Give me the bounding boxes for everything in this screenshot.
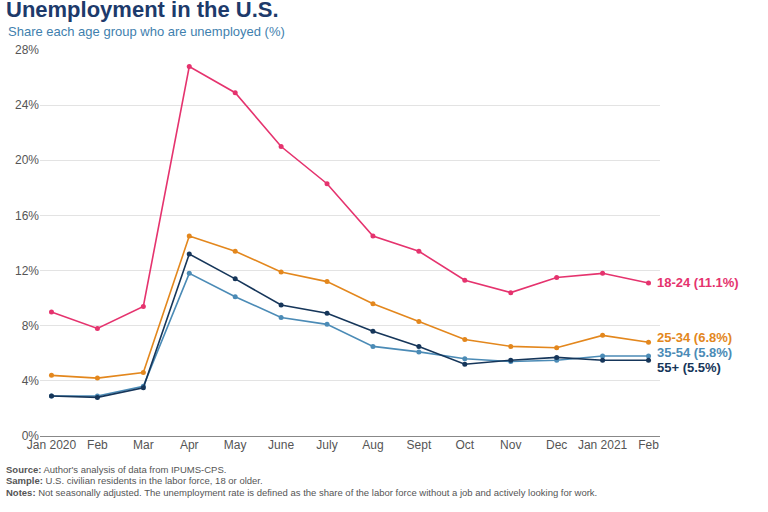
svg-text:8%: 8%: [22, 319, 40, 333]
svg-text:20%: 20%: [15, 153, 39, 167]
svg-text:Aug: Aug: [362, 438, 383, 452]
svg-text:Nov: Nov: [500, 438, 521, 452]
svg-text:Unemployment in the U.S.: Unemployment in the U.S.: [6, 0, 279, 22]
svg-text:Source: Author's analysis of d: Source: Author's analysis of data from I…: [6, 464, 226, 475]
svg-text:55+ (5.5%): 55+ (5.5%): [657, 360, 721, 375]
svg-text:Feb: Feb: [87, 438, 108, 452]
svg-text:May: May: [224, 438, 247, 452]
svg-text:4%: 4%: [22, 374, 40, 388]
svg-text:35-54 (5.8%): 35-54 (5.8%): [657, 345, 732, 360]
svg-text:18-24 (11.1%): 18-24 (11.1%): [657, 275, 739, 290]
svg-text:Notes: Not seasonally adjusted: Notes: Not seasonally adjusted. The unem…: [6, 487, 597, 498]
svg-text:25-34 (6.8%): 25-34 (6.8%): [657, 330, 732, 345]
svg-text:16%: 16%: [15, 209, 39, 223]
svg-text:Sample: U.S. civilian resident: Sample: U.S. civilian residents in the l…: [6, 475, 263, 486]
svg-text:Share each age group who are u: Share each age group who are unemployed …: [8, 24, 285, 39]
svg-text:Dec: Dec: [546, 438, 567, 452]
svg-text:Jan 2021: Jan 2021: [578, 438, 628, 452]
svg-text:Mar: Mar: [133, 438, 154, 452]
svg-text:Apr: Apr: [180, 438, 199, 452]
svg-text:Jan 2020: Jan 2020: [27, 438, 77, 452]
svg-text:Feb: Feb: [638, 438, 659, 452]
svg-text:June: June: [268, 438, 294, 452]
svg-text:Sept: Sept: [407, 438, 432, 452]
svg-text:0%: 0%: [22, 429, 40, 443]
svg-text:Oct: Oct: [455, 438, 474, 452]
svg-text:July: July: [316, 438, 337, 452]
svg-text:24%: 24%: [15, 98, 39, 112]
svg-text:28%: 28%: [15, 43, 39, 57]
svg-text:12%: 12%: [15, 264, 39, 278]
